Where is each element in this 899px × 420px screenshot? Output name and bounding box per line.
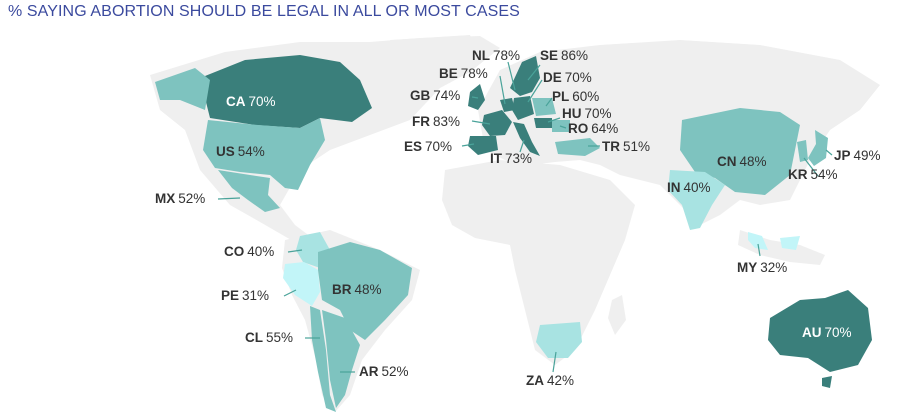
region-mexico[interactable]	[218, 170, 280, 212]
label-mx: MX 52%	[155, 191, 205, 206]
region-india[interactable]	[668, 170, 725, 230]
label-cl: CL 55%	[245, 330, 293, 345]
region-south-africa[interactable]	[536, 322, 582, 358]
region-belgium-netherlands[interactable]	[500, 98, 515, 112]
leader-it	[519, 139, 525, 153]
label-hu: HU 70%	[562, 106, 612, 121]
label-pl: PL 60%	[552, 89, 599, 104]
label-pe: PE 31%	[221, 288, 269, 303]
leader-za	[552, 351, 557, 373]
country-labels: CA 70% US 54% MX 52% CO 40% PE 31% BR 48% CL 55…	[155, 48, 881, 388]
region-spain[interactable]	[468, 136, 498, 155]
region-korea[interactable]	[797, 140, 808, 162]
label-es: ES 70%	[404, 139, 452, 154]
region-usa[interactable]	[203, 118, 325, 190]
label-ar: AR 52%	[359, 364, 409, 379]
region-turkey[interactable]	[555, 138, 600, 156]
label-br: BR 48%	[332, 282, 382, 297]
leader-es	[461, 143, 475, 147]
leader-my	[757, 243, 761, 257]
label-it: IT 73%	[490, 151, 532, 166]
label-se: SE 86%	[540, 48, 588, 63]
label-fr: FR 83%	[412, 114, 460, 129]
label-gb: GB 74%	[410, 88, 460, 103]
label-jp: JP 49%	[834, 148, 881, 163]
region-peru[interactable]	[283, 262, 320, 306]
africa-base	[442, 160, 635, 365]
label-in: IN 40%	[667, 180, 711, 195]
region-italy[interactable]	[513, 122, 540, 156]
region-argentina[interactable]	[322, 310, 360, 408]
label-kr: KR 54%	[788, 167, 838, 182]
region-china[interactable]	[680, 108, 800, 195]
leader-hu	[547, 117, 561, 123]
label-de: DE 70%	[543, 70, 592, 85]
region-france[interactable]	[482, 110, 512, 136]
label-my: MY 32%	[737, 260, 787, 275]
leader-jp	[825, 149, 833, 156]
greenland-base	[390, 35, 478, 80]
region-poland[interactable]	[532, 98, 556, 116]
label-nl: NL 78%	[472, 48, 520, 63]
leader-lines	[217, 61, 833, 373]
region-japan[interactable]	[808, 130, 828, 166]
leader-be	[499, 75, 506, 105]
leader-pl	[545, 97, 553, 107]
leader-gb	[471, 96, 479, 99]
region-alaska[interactable]	[155, 68, 210, 110]
leader-se	[527, 64, 541, 81]
map-title: % SAYING ABORTION SHOULD BE LEGAL IN ALL…	[8, 3, 520, 20]
madagascar-base	[608, 295, 626, 335]
region-brazil[interactable]	[318, 242, 412, 340]
leader-co	[287, 249, 303, 253]
label-cn: CN 48%	[717, 154, 767, 169]
region-australia[interactable]	[768, 290, 872, 372]
region-hungary[interactable]	[534, 118, 552, 128]
label-co: CO 40%	[224, 244, 274, 259]
label-be: BE 78%	[439, 66, 488, 81]
label-tr: TR 51%	[602, 139, 650, 154]
leader-mx	[217, 197, 241, 200]
label-ca: CA 70%	[226, 94, 276, 109]
region-tasmania[interactable]	[822, 376, 832, 388]
label-au: AU 70%	[802, 325, 852, 340]
leader-kr	[803, 157, 819, 177]
leader-nl	[507, 61, 516, 91]
region-chile[interactable]	[310, 306, 336, 412]
region-great-britain[interactable]	[468, 84, 485, 110]
leader-fr	[471, 120, 491, 125]
shaded-countries	[155, 55, 872, 412]
region-canada[interactable]	[200, 55, 372, 128]
leader-ro	[559, 125, 567, 129]
label-us: US 54%	[216, 144, 265, 159]
leader-pe	[283, 289, 297, 297]
label-ro: RO 64%	[568, 121, 618, 136]
region-sweden-norway[interactable]	[510, 56, 540, 96]
label-za: ZA 42%	[526, 373, 574, 388]
leader-de	[527, 79, 543, 103]
region-malaysia[interactable]	[748, 232, 800, 250]
